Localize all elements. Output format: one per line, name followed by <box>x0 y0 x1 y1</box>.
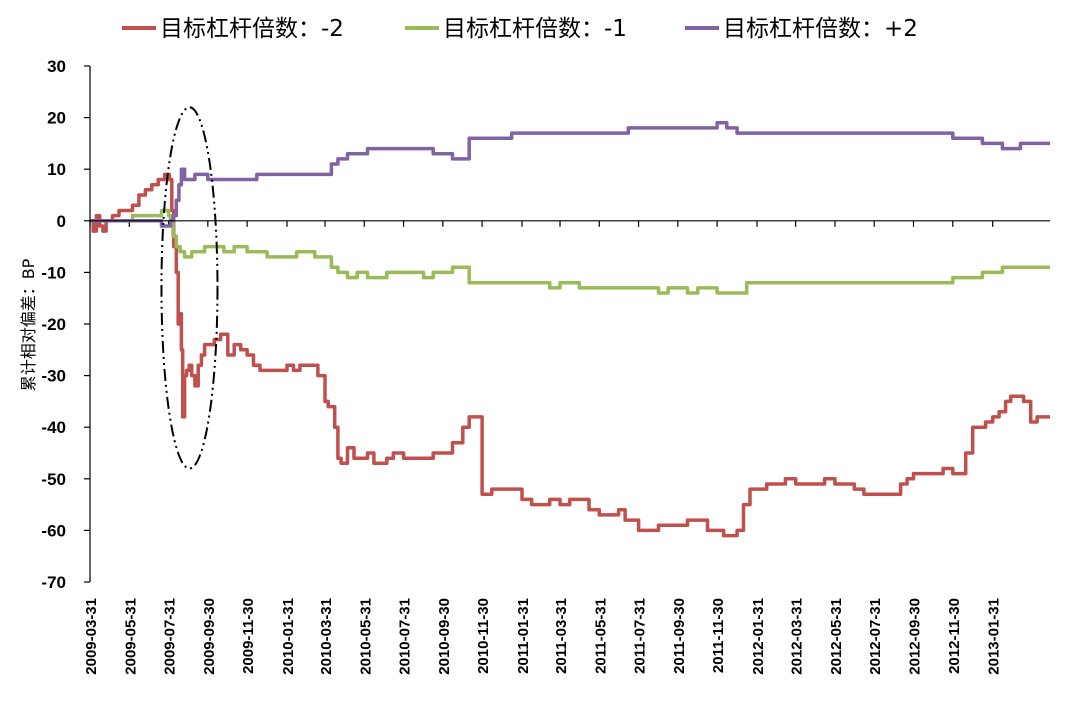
x-tick-label: 2012-03-31 <box>789 598 806 675</box>
x-tick-label: 2011-01-31 <box>515 598 532 674</box>
y-tick-label: -60 <box>41 521 66 540</box>
x-tick-label: 2011-07-31 <box>632 598 649 674</box>
highlight-ellipse <box>160 106 219 470</box>
x-tick-label: 2010-09-30 <box>436 598 453 675</box>
y-tick-label: 20 <box>47 109 66 128</box>
x-tick-label: 2010-01-31 <box>280 598 297 675</box>
x-tick-label: 2010-05-31 <box>357 598 374 675</box>
y-tick-label: -10 <box>41 263 66 282</box>
x-tick-label: 2009-05-31 <box>122 598 139 675</box>
x-tick-label: 2013-01-31 <box>986 598 1003 675</box>
x-tick-label: 2010-11-30 <box>475 598 492 674</box>
series-line-2 <box>90 208 1050 295</box>
legend-label-3: 目标杠杆倍数：+2 <box>723 16 918 42</box>
legend-label-2: 目标杠杆倍数：-1 <box>443 16 627 42</box>
legend-label-1: 目标杠杆倍数：-2 <box>160 16 344 42</box>
x-tick-label: 2012-01-31 <box>750 598 767 675</box>
y-tick-label: -30 <box>41 367 66 386</box>
series-line-3 <box>90 121 1050 228</box>
x-tick-label: 2009-09-30 <box>201 598 218 675</box>
x-tick-label: 2012-11-30 <box>946 598 963 674</box>
x-tick-label: 2011-03-31 <box>553 598 570 674</box>
y-tick-label: 0 <box>57 212 66 231</box>
y-tick-label: 10 <box>47 160 66 179</box>
x-tick-label: 2009-03-31 <box>83 598 100 675</box>
x-tick-label: 2010-07-31 <box>397 598 414 675</box>
y-tick-label: -20 <box>41 315 66 334</box>
y-axis: 30 20 10 0 -10 -20 -30 -40 -50 -60 -70 <box>41 57 90 592</box>
x-axis: 2009-03-31 2009-05-31 2009-07-31 2009-09-30… <box>83 220 1003 675</box>
legend: 目标杠杆倍数：-2 目标杠杆倍数：-1 目标杠杆倍数：+2 <box>122 16 918 42</box>
plot-area <box>90 121 1050 538</box>
x-tick-label: 2012-09-30 <box>907 598 924 675</box>
y-tick-label: -50 <box>41 470 66 489</box>
series-line-1 <box>90 172 1050 538</box>
x-tick-label: 2012-05-31 <box>828 598 845 675</box>
x-tick-label: 2011-11-30 <box>710 598 727 673</box>
x-tick-label: 2012-07-31 <box>867 598 884 675</box>
annotation <box>160 106 219 470</box>
x-tick-label: 2010-03-31 <box>318 598 335 675</box>
y-tick-label: 30 <box>47 57 66 76</box>
y-tick-label: -40 <box>41 418 66 437</box>
x-tick-label: 2011-05-31 <box>592 598 609 674</box>
y-tick-label: -70 <box>41 573 66 592</box>
x-tick-label: 2011-09-30 <box>671 598 688 674</box>
y-axis-label: 累计相对偏差：BP <box>19 258 38 391</box>
x-tick-label: 2009-11-30 <box>240 598 257 674</box>
x-tick-label: 2009-07-31 <box>162 598 179 675</box>
